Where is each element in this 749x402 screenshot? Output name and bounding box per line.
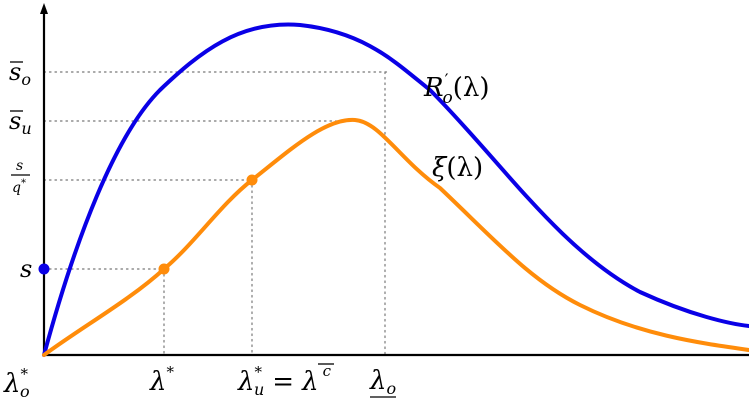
orange-curve (42, 117, 749, 357)
blue-curve (42, 22, 749, 357)
svg-text:q*: q* (12, 178, 26, 196)
point-s-on-axis (38, 263, 50, 275)
point-lambda-u-star (246, 174, 258, 186)
svg-text:λo: λo (369, 366, 396, 398)
x-label-lambda-o-under: λo (369, 366, 396, 398)
label-orange-curve: ξ(λ) (432, 153, 483, 183)
guide-lines (43, 71, 388, 356)
x-label-lambda-star: λ* (149, 363, 174, 397)
y-axis-arrow-icon (40, 3, 48, 14)
svg-text:su: su (9, 107, 32, 138)
svg-text:s: s (16, 158, 23, 174)
label-blue-curve: R′ o(λ) (423, 71, 489, 108)
axes (40, 3, 749, 357)
x-label-lambda-o-star: λ* o (3, 365, 30, 401)
y-label-s-bar-u: su (9, 107, 32, 138)
x-label-lambda-u-star: λ* u = λ c (237, 362, 334, 399)
y-label-s-over-q: s q* (11, 158, 30, 196)
svg-text:λ*u=λc: λ* u = λ c (237, 362, 332, 399)
svg-text:so: so (9, 58, 31, 89)
point-lambda-star (158, 263, 170, 275)
y-label-s: s (20, 255, 32, 283)
y-label-s-bar-o: so (9, 58, 31, 89)
